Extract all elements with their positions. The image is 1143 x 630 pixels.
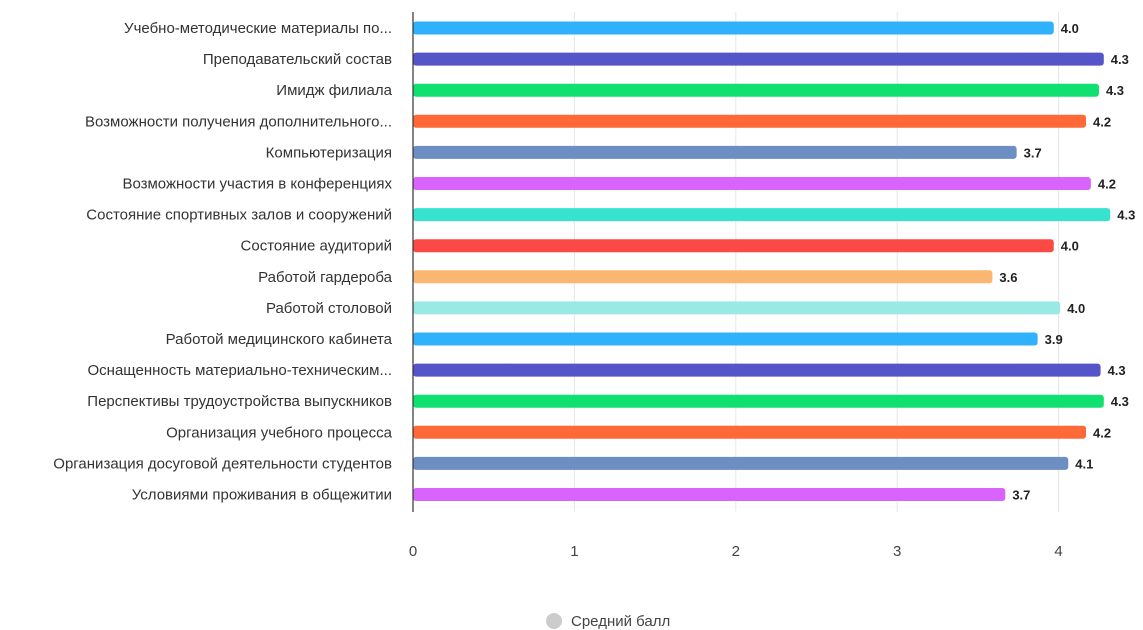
bar[interactable]	[413, 145, 1017, 159]
category-label: Преподавательский состав	[203, 51, 392, 68]
category-label: Возможности получения дополнительного...	[85, 113, 392, 130]
category-label: Организация учебного процесса	[166, 424, 393, 441]
x-tick-label: 4	[1054, 543, 1062, 560]
x-tick-label: 2	[732, 543, 740, 560]
bar[interactable]	[413, 270, 993, 284]
legend-marker	[546, 613, 562, 629]
legend[interactable]: Средний балл	[546, 613, 670, 630]
category-label: Оснащенность материально-техническим...	[88, 362, 392, 379]
bars	[413, 21, 1111, 501]
bar[interactable]	[413, 363, 1101, 377]
bar[interactable]	[413, 456, 1069, 470]
bar[interactable]	[413, 239, 1054, 253]
category-label: Имидж филиала	[276, 82, 392, 99]
legend-label: Средний балл	[571, 613, 670, 630]
category-label: Состояние аудиторий	[241, 238, 392, 255]
value-label: 4.3	[1111, 394, 1129, 409]
value-labels: 4.0 4.3 4.3 4.2 3.7 4.2 4.3 4.0 3.6 4.0 3.9 4.3 4.3 4…	[999, 21, 1135, 503]
category-label: Состояние спортивных залов и сооружений	[86, 207, 392, 224]
bar[interactable]	[413, 114, 1087, 128]
bar[interactable]	[413, 425, 1087, 439]
x-axis-ticks: 0 1 2 3 4	[409, 543, 1063, 560]
x-tick-label: 3	[893, 543, 901, 560]
category-labels: Учебно-методические материалы по... Препо…	[53, 20, 392, 504]
bar[interactable]	[413, 177, 1091, 190]
value-label: 4.0	[1061, 21, 1079, 36]
category-label: Работой медицинского кабинета	[166, 331, 393, 348]
bar[interactable]	[413, 301, 1061, 315]
value-label: 4.0	[1067, 301, 1085, 316]
value-label: 4.3	[1108, 363, 1126, 378]
value-label: 4.0	[1061, 239, 1079, 254]
bar[interactable]	[413, 394, 1104, 408]
value-label: 4.3	[1106, 83, 1124, 98]
x-tick-label: 1	[570, 543, 578, 560]
category-label: Работой столовой	[266, 300, 392, 317]
category-label: Работой гардероба	[258, 269, 393, 286]
value-label: 3.7	[1024, 145, 1042, 160]
value-label: 4.1	[1075, 456, 1093, 471]
x-tick-label: 0	[409, 543, 417, 560]
value-label: 3.6	[999, 270, 1017, 285]
bar[interactable]	[413, 488, 1006, 501]
value-label: 3.7	[1012, 488, 1030, 503]
category-label: Компьютеризация	[266, 144, 392, 161]
bar[interactable]	[413, 208, 1111, 222]
bar[interactable]	[413, 21, 1054, 35]
bar[interactable]	[413, 332, 1038, 346]
category-label: Условиями проживания в общежитии	[132, 487, 392, 504]
value-label: 4.3	[1111, 52, 1129, 67]
value-label: 4.2	[1093, 425, 1111, 440]
category-label: Возможности участия в конференциях	[122, 176, 392, 193]
value-label: 4.3	[1117, 208, 1135, 223]
category-label: Перспективы трудоустройства выпускников	[87, 393, 392, 410]
value-label: 3.9	[1045, 332, 1063, 347]
bar[interactable]	[413, 52, 1104, 66]
value-label: 4.2	[1098, 177, 1116, 192]
category-label: Организация досуговой деятельности студе…	[53, 455, 392, 472]
bar[interactable]	[413, 83, 1099, 97]
value-label: 4.2	[1093, 114, 1111, 129]
category-label: Учебно-методические материалы по...	[124, 20, 392, 37]
